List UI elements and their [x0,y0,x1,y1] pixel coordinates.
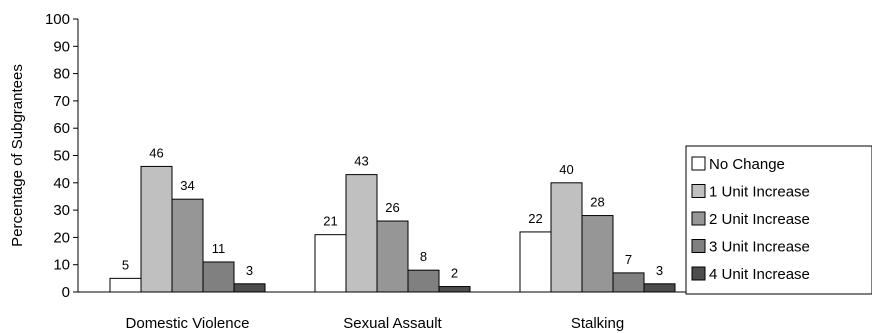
data-label: 40 [559,162,573,177]
data-label: 22 [528,211,542,226]
x-tick-label: Domestic Violence [126,315,250,332]
data-label: 3 [656,263,663,278]
bar-no-change-stalking [519,231,552,293]
data-label: 28 [590,195,604,210]
bar-3-unit-increase-domestic-violence [202,261,235,293]
bar-2-unit-increase-sexual-assault [376,220,409,293]
bar-2-unit-increase-domestic-violence [171,198,204,293]
legend-label: No Change [709,156,785,173]
data-label: 34 [180,178,194,193]
legend-swatch [691,184,706,198]
data-label: 26 [385,200,399,215]
bar-3-unit-increase-sexual-assault [407,269,440,293]
y-tick-label: 80 [53,66,70,83]
y-tick-label: 70 [53,93,70,110]
bar-4-unit-increase-stalking [643,283,676,293]
data-label: 7 [625,252,632,267]
bar-2-unit-increase-stalking [581,215,614,293]
y-tick-label: 50 [53,148,70,165]
y-tick-label: 10 [53,257,70,274]
bar-4-unit-increase-sexual-assault [438,286,471,293]
legend-label: 3 Unit Increase [709,239,810,256]
bar-3-unit-increase-stalking [612,272,645,293]
data-label: 3 [246,263,253,278]
data-label: 2 [451,266,458,281]
legend: No Change 1 Unit Increase 2 Unit Increase 3… [685,145,872,295]
legend-label: 1 Unit Increase [709,184,810,201]
bar-1-unit-increase-stalking [550,182,583,293]
y-tick-label: 20 [53,229,70,246]
data-label: 21 [323,214,337,229]
y-axis-title: Percentage of Subgrantees [9,64,26,247]
x-tick-label: Sexual Assault [343,315,442,332]
y-tick-label: 40 [53,175,70,192]
legend-box [685,145,872,295]
x-tick-label: Stalking [571,315,624,332]
legend-swatch [691,239,706,253]
data-label: 11 [212,241,226,256]
y-tick-label: 0 [62,284,70,301]
y-tick-label: 100 [45,11,70,28]
bar-no-change-sexual-assault [314,234,347,293]
bar-4-unit-increase-domestic-violence [233,283,266,293]
legend-swatch [691,156,706,171]
bar-1-unit-increase-domestic-violence [140,165,173,293]
legend-label: 2 Unit Increase [709,211,810,228]
bar-no-change-domestic-violence [109,277,142,293]
y-tick-label: 30 [53,202,70,219]
legend-swatch [691,211,706,226]
data-label: 5 [122,257,129,272]
legend-swatch [691,266,706,281]
data-label: 8 [420,249,427,264]
y-tick-label: 60 [53,120,70,137]
y-tick-label: 90 [53,38,70,55]
plot-area: 0 10 20 30 40 50 60 70 80 90 100 5 46 34 11 3 Domestic V… [45,11,690,332]
data-label: 43 [354,154,368,169]
legend-label: 4 Unit Increase [709,266,810,283]
bar-1-unit-increase-sexual-assault [345,174,378,293]
data-label: 46 [149,145,163,160]
